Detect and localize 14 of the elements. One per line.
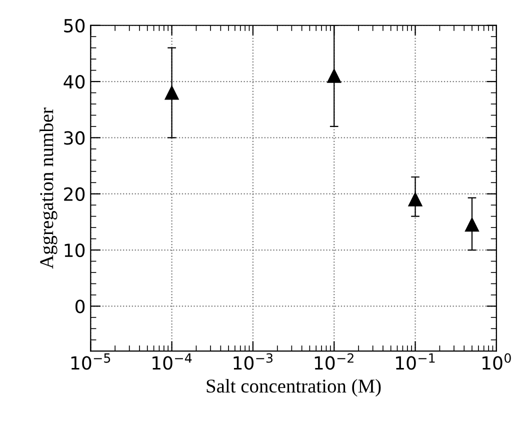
x-axis-title: Salt concentration (M): [206, 378, 381, 397]
y-axis-title: Aggregation number: [40, 108, 58, 269]
y-tick-label: 30: [64, 131, 85, 145]
x-tick-label: 10$^{−3}$: [234, 353, 273, 370]
y-tick-label: 20: [64, 187, 85, 201]
x-tick-label: 10$^{−4}$: [152, 353, 192, 370]
x-tick-label: 10$^{−5}$: [71, 353, 110, 370]
y-tick-label: 0: [75, 300, 85, 314]
y-tick-label: 10: [64, 243, 85, 258]
x-tick-label: 10$^{−2}$: [314, 353, 354, 370]
y-tick-label: 50: [64, 18, 85, 32]
x-tick-label: 10$^{−1}$: [396, 353, 435, 370]
x-tick-label: 10$^{0}$: [482, 353, 511, 370]
y-tick-label: 40: [64, 74, 85, 89]
